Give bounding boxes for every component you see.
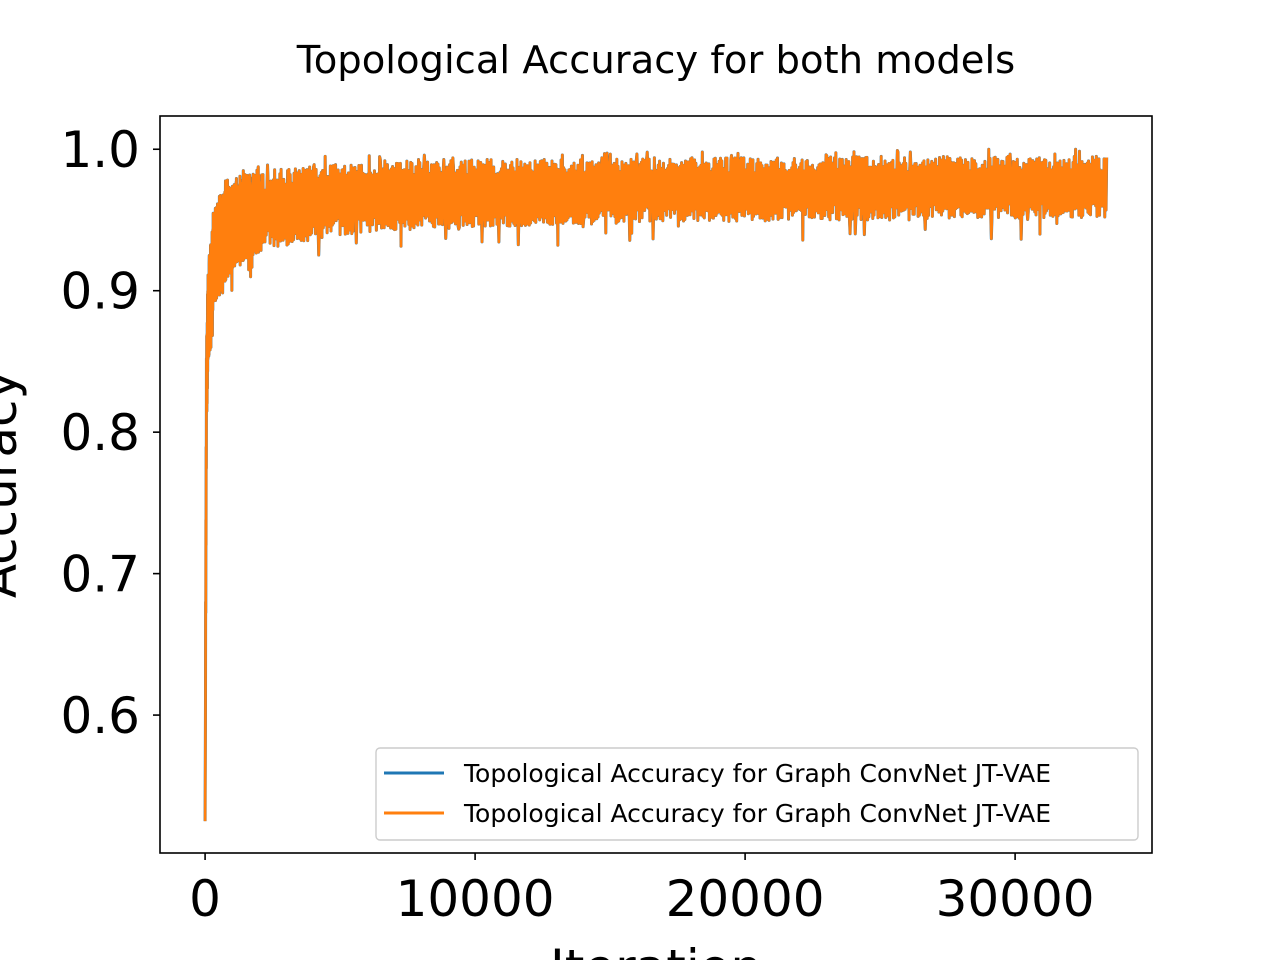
y-tick-label: 0.7 [60, 546, 140, 604]
y-axis-ticks: 0.6 0.7 0.8 0.9 1.0 [60, 121, 160, 745]
x-axis-ticks: 0 10000 20000 30000 [189, 853, 1095, 928]
x-tick-label: 10000 [396, 870, 555, 928]
series-layer [203, 147, 1109, 822]
legend: Topological Accuracy for Graph ConvNet J… [375, 747, 1139, 841]
y-tick-label: 1.0 [60, 121, 140, 179]
x-tick-label: 20000 [666, 870, 825, 928]
y-tick-label: 0.6 [60, 687, 140, 745]
x-tick-label: 30000 [936, 870, 1095, 928]
legend-label-2: Topological Accuracy for Graph ConvNet J… [463, 799, 1051, 828]
axes-frame [159, 115, 1153, 854]
x-tick-label: 0 [189, 870, 221, 928]
x-axis-label: Iteration [550, 939, 762, 960]
y-tick-label: 0.8 [60, 404, 140, 462]
chart-title: Topological Accuracy for both models [296, 38, 1015, 83]
y-tick-label: 0.9 [60, 263, 140, 321]
y-axis-label: Accuracy [0, 370, 28, 598]
series-line-2 [203, 147, 1108, 822]
legend-box [375, 747, 1139, 841]
legend-label-1: Topological Accuracy for Graph ConvNet J… [463, 759, 1051, 788]
